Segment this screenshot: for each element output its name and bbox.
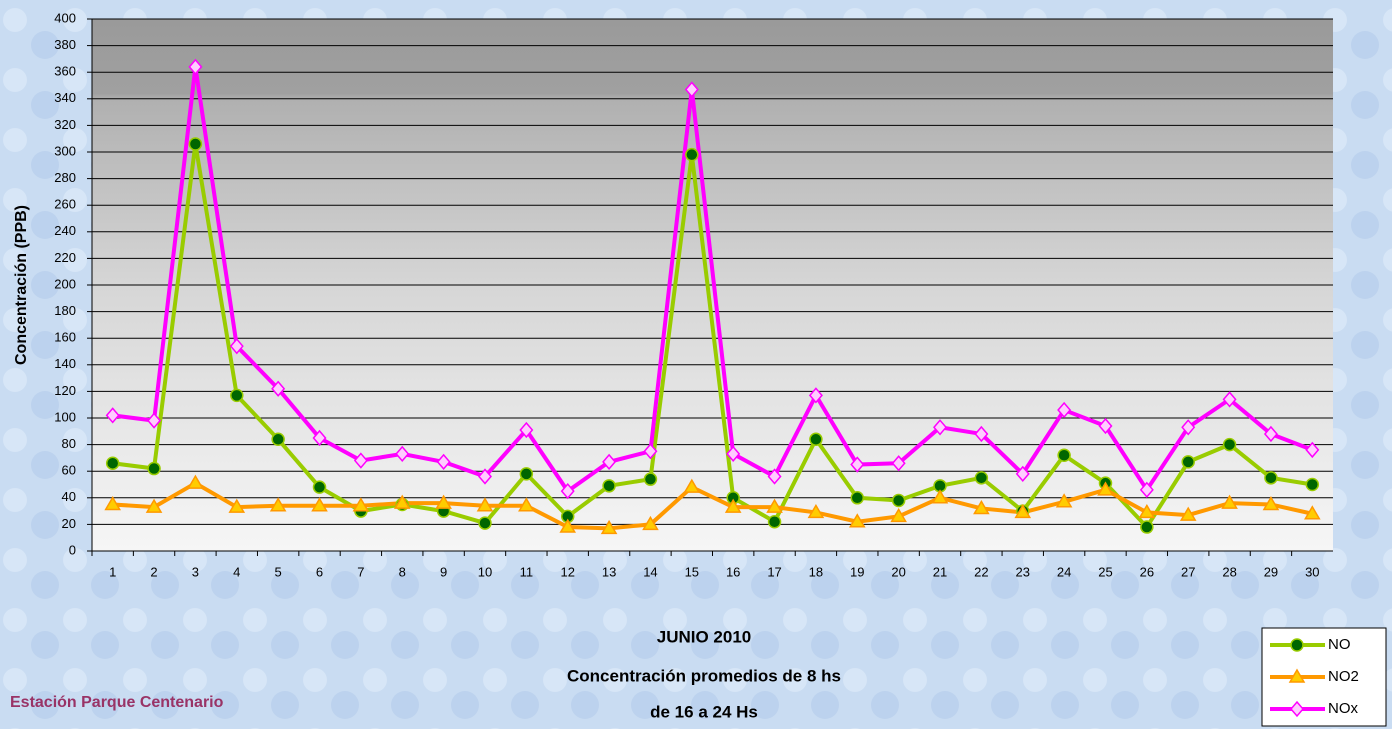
x-tick-label: 14 <box>643 564 657 579</box>
y-tick-label: 40 <box>62 489 76 504</box>
y-tick-label: 400 <box>54 10 76 25</box>
x-tick-label: 21 <box>933 564 947 579</box>
x-tick-label: 7 <box>357 564 364 579</box>
data-point <box>479 517 491 529</box>
y-tick-label: 180 <box>54 303 76 318</box>
y-tick-label: 200 <box>54 276 76 291</box>
x-tick-label: 10 <box>478 564 492 579</box>
data-point <box>1306 479 1318 491</box>
data-point <box>1182 456 1194 468</box>
y-tick-label: 220 <box>54 250 76 265</box>
data-point <box>107 457 119 469</box>
x-tick-label: 19 <box>850 564 864 579</box>
y-tick-label: 20 <box>62 516 76 531</box>
station-label: Estación Parque Centenario <box>10 694 224 711</box>
data-point <box>231 389 243 401</box>
legend-label: NO <box>1328 636 1351 653</box>
y-tick-label: 380 <box>54 37 76 52</box>
data-point <box>148 463 160 475</box>
y-tick-label: 320 <box>54 117 76 132</box>
data-point <box>1141 521 1153 533</box>
x-tick-label: 15 <box>685 564 699 579</box>
data-point <box>769 516 781 528</box>
y-tick-label: 100 <box>54 409 76 424</box>
data-point <box>644 473 656 485</box>
y-tick-label: 60 <box>62 463 76 478</box>
x-tick-label: 8 <box>399 564 406 579</box>
data-point <box>189 138 201 150</box>
x-tick-label: 9 <box>440 564 447 579</box>
x-tick-label: 26 <box>1140 564 1154 579</box>
x-tick-label: 16 <box>726 564 740 579</box>
data-point <box>314 481 326 493</box>
data-point <box>603 480 615 492</box>
data-point <box>893 494 905 506</box>
y-tick-label: 280 <box>54 170 76 185</box>
data-point <box>851 492 863 504</box>
y-tick-label: 160 <box>54 330 76 345</box>
chart-title: JUNIO 2010 <box>657 627 752 646</box>
legend-marker <box>1291 639 1303 651</box>
x-tick-label: 24 <box>1057 564 1071 579</box>
y-tick-label: 360 <box>54 64 76 79</box>
x-tick-label: 5 <box>275 564 282 579</box>
x-tick-label: 30 <box>1305 564 1319 579</box>
data-point <box>1265 472 1277 484</box>
x-tick-label: 20 <box>891 564 905 579</box>
legend-label: NOx <box>1328 700 1359 717</box>
data-point <box>1058 449 1070 461</box>
data-point <box>272 433 284 445</box>
data-point <box>975 472 987 484</box>
legend-label: NO2 <box>1328 668 1359 685</box>
y-tick-label: 140 <box>54 356 76 371</box>
x-tick-label: 13 <box>602 564 616 579</box>
x-tick-label: 2 <box>150 564 157 579</box>
x-tick-label: 6 <box>316 564 323 579</box>
x-tick-label: 28 <box>1222 564 1236 579</box>
x-tick-label: 18 <box>809 564 823 579</box>
y-tick-label: 0 <box>69 542 76 557</box>
x-tick-label: 27 <box>1181 564 1195 579</box>
x-tick-label: 23 <box>1016 564 1030 579</box>
chart-subtitle: de 16 a 24 Hs <box>650 702 758 721</box>
y-tick-label: 260 <box>54 197 76 212</box>
y-tick-label: 80 <box>62 436 76 451</box>
data-point <box>520 468 532 480</box>
y-tick-label: 340 <box>54 90 76 105</box>
x-tick-label: 11 <box>520 564 534 579</box>
x-tick-label: 17 <box>767 564 781 579</box>
chart-subtitle: Concentración promedios de 8 hs <box>567 666 841 685</box>
x-tick-label: 4 <box>233 564 240 579</box>
y-tick-label: 240 <box>54 223 76 238</box>
x-tick-label: 3 <box>192 564 199 579</box>
x-tick-label: 1 <box>109 564 116 579</box>
y-axis-label: Concentración (PPB) <box>13 205 30 365</box>
x-tick-label: 29 <box>1264 564 1278 579</box>
y-tick-label: 120 <box>54 383 76 398</box>
data-point <box>1224 439 1236 451</box>
data-point <box>686 149 698 161</box>
x-tick-label: 25 <box>1098 564 1112 579</box>
chart: Concentración (PPB) JUNIO 2010 Concentra… <box>0 0 1392 729</box>
x-tick-label: 12 <box>560 564 574 579</box>
x-tick-label: 22 <box>974 564 988 579</box>
y-tick-label: 300 <box>54 143 76 158</box>
data-point <box>810 433 822 445</box>
